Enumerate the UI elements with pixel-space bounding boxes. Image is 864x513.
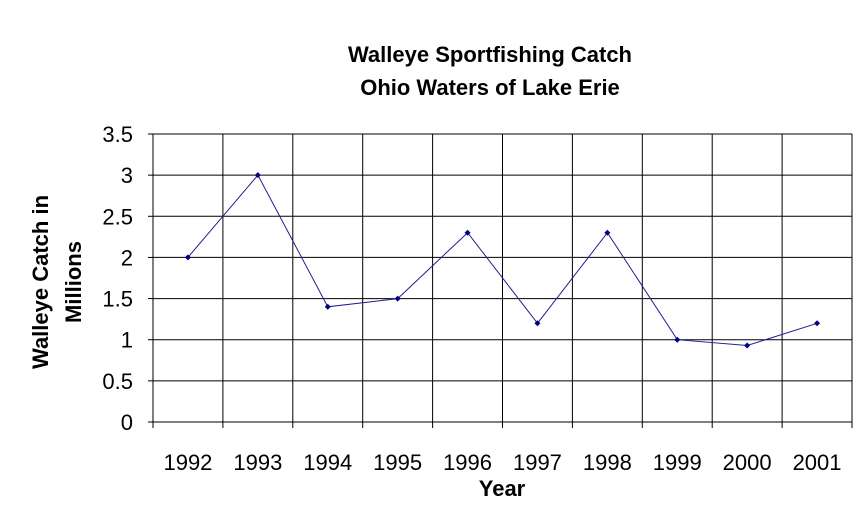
x-tick-label: 1995 — [373, 450, 422, 475]
x-tick-labels: 1992 1993 1994 1995 1996 1997 1998 1999 2000 2001 — [163, 450, 841, 475]
y-tick-label: 0.5 — [102, 369, 133, 394]
x-tick-label: 1993 — [233, 450, 282, 475]
y-tick-label: 1.5 — [102, 287, 133, 312]
y-axis-title-line-1: Walleye Catch in — [28, 195, 53, 369]
x-tick-label: 1998 — [583, 450, 632, 475]
chart-title-line-2: Ohio Waters of Lake Erie — [360, 75, 620, 100]
data-point — [464, 229, 471, 236]
y-axis-title-line-2: Millions — [61, 241, 86, 323]
y-tick-label: 2.5 — [102, 204, 133, 229]
y-tick-label: 0 — [121, 410, 133, 435]
x-tick-label: 1996 — [443, 450, 492, 475]
y-tick-label: 3.5 — [102, 122, 133, 147]
x-tick-label: 2000 — [723, 450, 772, 475]
y-tick-labels: 0 0.5 1 1.5 2 2.5 3 3.5 — [102, 122, 133, 435]
data-point — [604, 229, 611, 236]
y-tick-label: 1 — [121, 328, 133, 353]
data-point — [744, 342, 751, 349]
data-point — [184, 254, 191, 261]
gridlines — [148, 133, 853, 428]
series-walleye-catch — [184, 172, 821, 349]
x-tick-label: 1997 — [513, 450, 562, 475]
data-point — [394, 295, 401, 302]
series-line — [187, 174, 818, 347]
x-tick-label: 2001 — [793, 450, 842, 475]
x-tick-label: 1999 — [653, 450, 702, 475]
data-point — [674, 336, 681, 343]
data-point — [254, 172, 261, 179]
y-tick-label: 3 — [121, 163, 133, 188]
chart-title-line-1: Walleye Sportfishing Catch — [348, 42, 632, 67]
data-point — [534, 320, 541, 327]
x-axis-title: Year — [479, 476, 526, 501]
data-point — [814, 320, 821, 327]
x-tick-label: 1994 — [303, 450, 352, 475]
data-point — [324, 303, 331, 310]
y-tick-label: 2 — [121, 245, 133, 270]
x-tick-label: 1992 — [163, 450, 212, 475]
